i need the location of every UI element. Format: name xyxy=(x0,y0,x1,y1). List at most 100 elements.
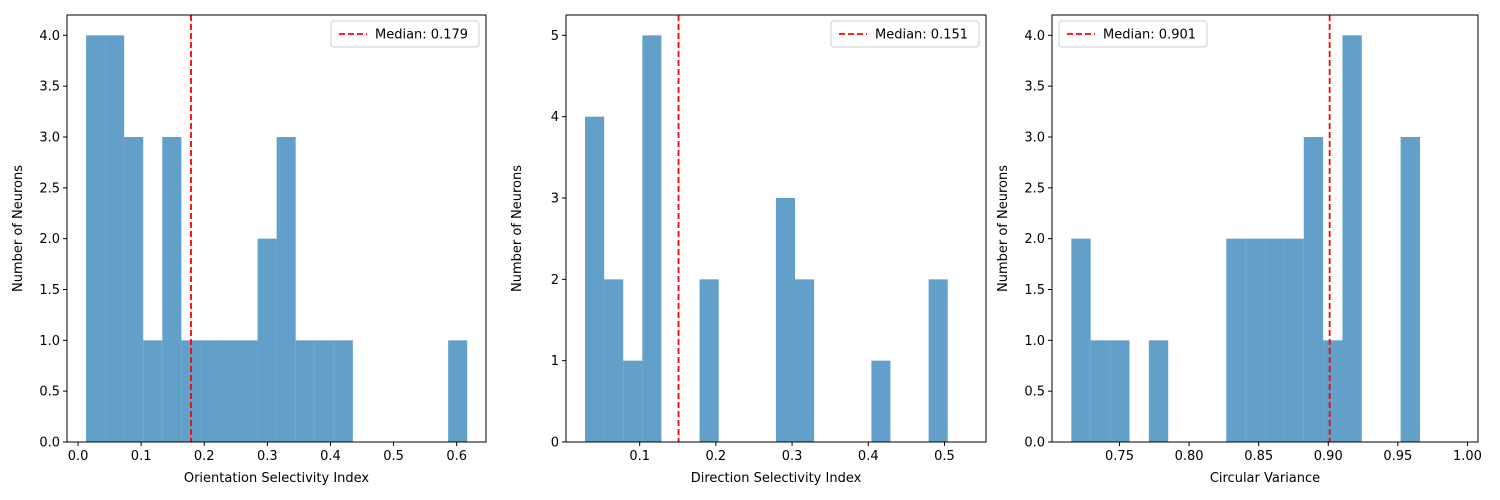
y-tick-label: 1.5 xyxy=(39,283,60,298)
legend: Median: 0.179 xyxy=(330,20,480,48)
histogram-bar xyxy=(314,340,334,442)
y-tick-label: 2.5 xyxy=(39,181,60,196)
x-tick-label: 0.4 xyxy=(858,449,879,464)
histogram-bar xyxy=(928,279,948,442)
histogram-bar xyxy=(1110,340,1130,442)
histogram-bar xyxy=(295,340,315,442)
histogram-bar xyxy=(699,279,719,442)
x-tick-label: 0.90 xyxy=(1314,449,1343,464)
histogram-bar xyxy=(162,137,182,442)
histogram-bar xyxy=(1284,238,1304,442)
y-tick-label: 1.0 xyxy=(1024,334,1045,349)
legend-box xyxy=(330,20,480,48)
x-tick-label: 0.1 xyxy=(131,449,152,464)
histogram-bar xyxy=(219,340,239,442)
x-tick-label: 0.75 xyxy=(1105,449,1134,464)
histogram-bar xyxy=(1245,238,1266,442)
y-tick-label: 2.5 xyxy=(1024,181,1045,196)
histogram-bar xyxy=(775,198,796,442)
histogram-bar xyxy=(257,238,277,442)
histogram-bars xyxy=(585,35,948,443)
y-tick-label: 0.0 xyxy=(39,436,60,451)
x-tick-label: 0.2 xyxy=(706,449,727,464)
x-tick-label: 0.4 xyxy=(320,449,341,464)
x-tick-label: 0.1 xyxy=(629,449,650,464)
legend: Median: 0.151 xyxy=(830,20,980,48)
y-tick-label: 4.0 xyxy=(39,29,60,44)
histogram-bar xyxy=(86,35,106,442)
x-tick-label: 0.5 xyxy=(383,449,404,464)
histogram-bars xyxy=(86,35,468,442)
x-axis-label: Direction Selectivity Index xyxy=(691,471,862,486)
histogram-bar xyxy=(1148,340,1169,442)
histogram-bar xyxy=(105,35,125,442)
x-tick-label: 0.5 xyxy=(934,449,955,464)
histogram-bar xyxy=(124,137,144,442)
histogram-bar xyxy=(642,35,662,442)
x-tick-label: 0.3 xyxy=(782,449,803,464)
legend-box xyxy=(1058,20,1208,48)
y-tick-label: 0.5 xyxy=(1024,385,1045,400)
histogram-bar xyxy=(1303,137,1324,442)
y-tick-label: 2.0 xyxy=(1024,232,1045,247)
histogram-bar xyxy=(448,340,468,442)
histogram-bar xyxy=(181,340,201,442)
legend-median-label: Median: 0.179 xyxy=(375,28,468,43)
y-axis-label: Number of Neurons xyxy=(996,165,1011,292)
x-tick-label: 0.3 xyxy=(257,449,278,464)
y-axis-label: Number of Neurons xyxy=(510,165,525,292)
histogram-bar xyxy=(604,279,624,442)
histogram-bar xyxy=(1071,238,1091,442)
histogram-bar xyxy=(871,360,891,442)
y-tick-label: 3.5 xyxy=(1024,80,1045,95)
chart-panel-2: 0.1 0.2 0.3 0.4 0.5 0 1 2 3 4 5 Direction Selectivi… xyxy=(510,14,987,486)
histogram-bar xyxy=(1226,238,1246,442)
y-axis-label: Number of Neurons xyxy=(11,165,26,292)
x-tick-label: 0.0 xyxy=(68,449,89,464)
chart-panel-1: 0.0 0.1 0.2 0.3 0.4 0.5 0.6 0.0 0.5 1.0 1.5 2.0 2.5 3… xyxy=(11,14,487,486)
histogram-bar xyxy=(1090,340,1111,442)
x-tick-label: 0.2 xyxy=(194,449,215,464)
histogram-bar xyxy=(333,340,353,442)
y-tick-label: 0 xyxy=(551,436,559,451)
histogram-bar xyxy=(238,340,258,442)
x-tick-label: 0.95 xyxy=(1383,449,1412,464)
legend: Median: 0.901 xyxy=(1058,20,1208,48)
y-tick-label: 3 xyxy=(551,192,559,207)
x-axis-label: Circular Variance xyxy=(1210,471,1320,486)
x-tick-label: 1.00 xyxy=(1453,449,1482,464)
histogram-bar xyxy=(1342,35,1362,442)
y-tick-label: 1 xyxy=(551,354,559,369)
histogram-bar xyxy=(1323,340,1343,442)
chart-panel-3: 0.75 0.80 0.85 0.90 0.95 1.00 0.0 0.5 1.0 1.5 2.0 2… xyxy=(996,14,1482,486)
histogram-bars xyxy=(1071,35,1420,442)
x-axis-label: Orientation Selectivity Index xyxy=(184,471,370,486)
x-tick-label: 0.80 xyxy=(1175,449,1204,464)
histogram-bar xyxy=(585,116,605,443)
histogram-bar xyxy=(143,340,163,442)
x-tick-label: 0.6 xyxy=(446,449,467,464)
axes-frame xyxy=(66,14,487,443)
y-tick-label: 4.0 xyxy=(1024,29,1045,44)
y-tick-label: 4 xyxy=(551,110,559,125)
histogram-bar xyxy=(1265,238,1285,442)
histogram-bar xyxy=(1400,137,1420,442)
histogram-bar xyxy=(200,340,220,442)
axes-frame xyxy=(1051,14,1479,443)
x-tick-label: 0.85 xyxy=(1244,449,1273,464)
legend-median-label: Median: 0.901 xyxy=(1103,28,1196,43)
y-tick-label: 3.0 xyxy=(39,131,60,146)
y-tick-label: 0.0 xyxy=(1024,436,1045,451)
y-tick-label: 3.0 xyxy=(1024,131,1045,146)
y-tick-label: 5 xyxy=(551,29,559,44)
histogram-bar xyxy=(276,137,296,442)
legend-median-label: Median: 0.151 xyxy=(875,28,968,43)
y-tick-label: 2 xyxy=(551,273,559,288)
histogram-bar xyxy=(623,360,643,442)
y-tick-label: 1.5 xyxy=(1024,283,1045,298)
axes-frame xyxy=(565,14,987,443)
histogram-bar xyxy=(795,279,815,442)
y-tick-label: 3.5 xyxy=(39,80,60,95)
y-tick-label: 2.0 xyxy=(39,232,60,247)
